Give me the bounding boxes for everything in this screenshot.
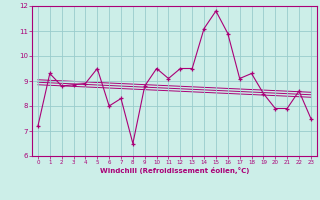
X-axis label: Windchill (Refroidissement éolien,°C): Windchill (Refroidissement éolien,°C): [100, 167, 249, 174]
